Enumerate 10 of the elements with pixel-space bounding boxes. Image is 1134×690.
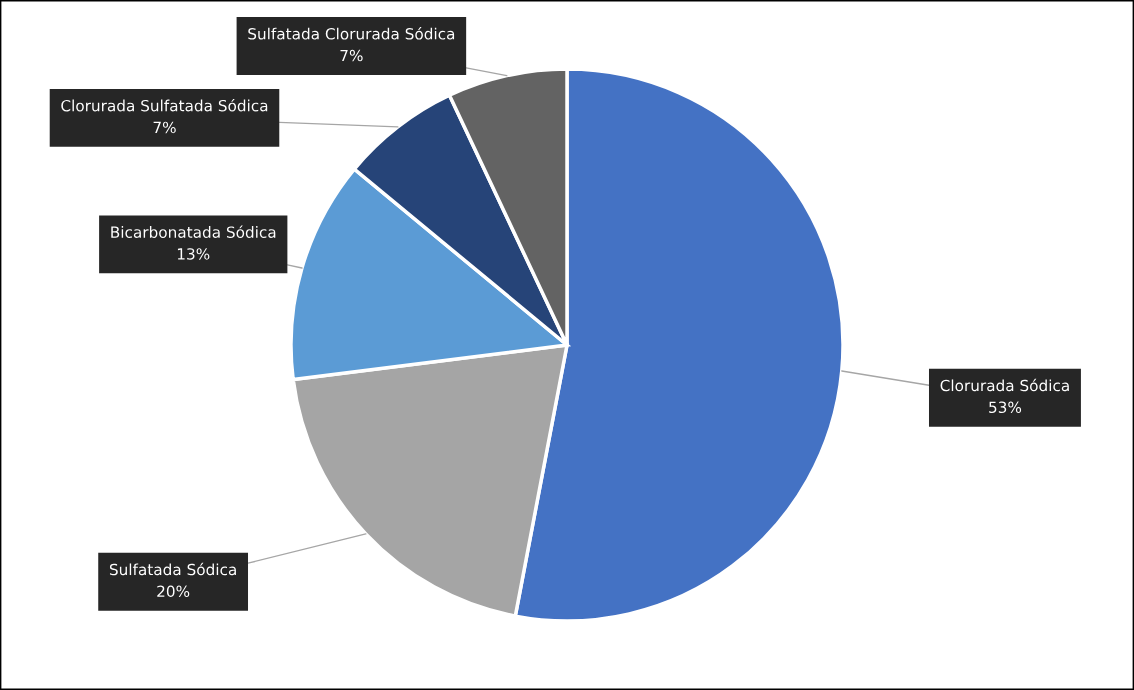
data-label: 53% bbox=[989, 401, 1022, 414]
slice-label: Sulfatada Sódica bbox=[109, 562, 236, 576]
slice-label: Clorurada Sódica bbox=[940, 378, 1069, 392]
data-label: 7% bbox=[340, 49, 363, 62]
slice-label: Bicarbonatada Sódica bbox=[111, 225, 276, 238]
slice-label: Clorurada Sulfatada Sódica bbox=[61, 99, 268, 112]
slice-label: Sulfatada Clorurada Sódica bbox=[248, 27, 455, 40]
data-label: 13% bbox=[177, 248, 210, 260]
data-label: 20% bbox=[157, 585, 190, 598]
data-label: 7% bbox=[153, 121, 176, 134]
